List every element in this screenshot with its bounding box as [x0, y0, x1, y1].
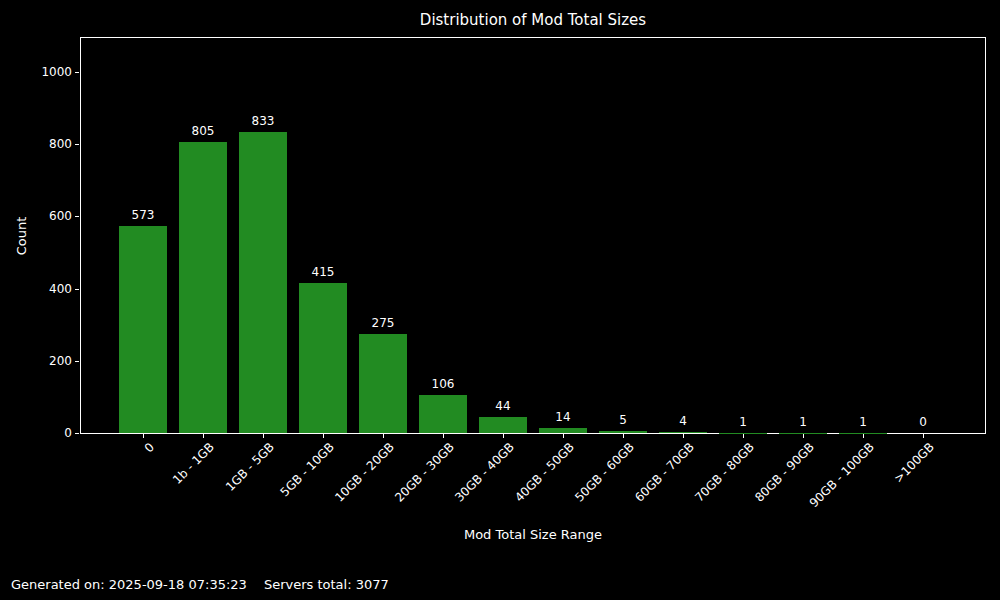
x-tick-mark — [143, 434, 144, 438]
x-tick-mark — [383, 434, 384, 438]
y-tick-label: 0 — [26, 426, 72, 440]
x-tick-mark — [683, 434, 684, 438]
x-tick-label: 80GB - 90GB — [752, 440, 817, 505]
bar-value-label: 14 — [555, 410, 570, 424]
x-tick-mark — [323, 434, 324, 438]
y-tick-mark — [75, 289, 79, 290]
bar-value-label: 5 — [619, 413, 627, 427]
y-tick-mark — [75, 361, 79, 362]
y-tick-label: 200 — [26, 354, 72, 368]
x-tick-label: 60GB - 70GB — [632, 440, 697, 505]
x-tick-label: 20GB - 30GB — [392, 440, 457, 505]
x-tick-mark — [863, 434, 864, 438]
bar-value-label: 1 — [859, 415, 867, 429]
x-tick-label: 10GB - 20GB — [332, 440, 397, 505]
x-tick-label: 5GB - 10GB — [278, 440, 337, 499]
y-tick-label: 400 — [26, 282, 72, 296]
bar — [599, 431, 647, 433]
x-tick-mark — [503, 434, 504, 438]
bar-value-label: 1 — [799, 415, 807, 429]
footer-servers-total: Servers total: 3077 — [264, 577, 389, 592]
bar-value-label: 805 — [192, 124, 215, 138]
bar-value-label: 1 — [739, 415, 747, 429]
x-tick-mark — [263, 434, 264, 438]
chart-title: Distribution of Mod Total Sizes — [80, 11, 986, 29]
y-tick-mark — [75, 216, 79, 217]
x-tick-label: 70GB - 80GB — [692, 440, 757, 505]
x-tick-mark — [443, 434, 444, 438]
bar — [479, 417, 527, 433]
figure: Distribution of Mod Total Sizes 573 805 83… — [0, 0, 1000, 600]
plot-area: 573 805 833 415 275 106 44 14 5 4 1 1 1 0 — [80, 37, 986, 434]
y-axis-title: Count — [14, 217, 29, 256]
bar-value-label: 573 — [132, 208, 155, 222]
bar — [539, 428, 587, 433]
bar — [419, 395, 467, 433]
y-tick-mark — [75, 72, 79, 73]
x-tick-label: 90GB - 100GB — [807, 440, 877, 510]
x-tick-label: 30GB - 40GB — [452, 440, 517, 505]
x-tick-label: >100GB — [891, 440, 937, 486]
y-tick-mark — [75, 144, 79, 145]
x-tick-mark — [923, 434, 924, 438]
bar — [119, 226, 167, 433]
bar — [299, 283, 347, 433]
x-tick-mark — [203, 434, 204, 438]
x-tick-label: 1GB - 5GB — [223, 440, 277, 494]
bar — [359, 334, 407, 433]
x-axis-title: Mod Total Size Range — [80, 527, 986, 542]
bar-value-label: 0 — [919, 415, 927, 429]
footer: Generated on: 2025-09-18 07:35:23 Server… — [11, 577, 389, 592]
bar-value-label: 415 — [312, 265, 335, 279]
bar — [239, 132, 287, 433]
bar — [179, 142, 227, 433]
footer-generated-timestamp: Generated on: 2025-09-18 07:35:23 — [11, 577, 247, 592]
y-tick-label: 800 — [26, 137, 72, 151]
x-tick-mark — [623, 434, 624, 438]
x-tick-mark — [743, 434, 744, 438]
x-tick-mark — [803, 434, 804, 438]
x-tick-label: 50GB - 60GB — [572, 440, 637, 505]
y-tick-mark — [75, 433, 79, 434]
bar-value-label: 44 — [495, 399, 510, 413]
bar — [659, 432, 707, 433]
bar-value-label: 106 — [432, 377, 455, 391]
x-tick-label: 40GB - 50GB — [512, 440, 577, 505]
y-tick-label: 600 — [26, 209, 72, 223]
x-tick-label: 0 — [142, 440, 157, 455]
bar-value-label: 833 — [252, 114, 275, 128]
y-tick-label: 1000 — [26, 65, 72, 79]
x-tick-label: 1b - 1GB — [170, 440, 217, 487]
bar-value-label: 275 — [372, 316, 395, 330]
bar-value-label: 4 — [679, 414, 687, 428]
x-tick-mark — [563, 434, 564, 438]
